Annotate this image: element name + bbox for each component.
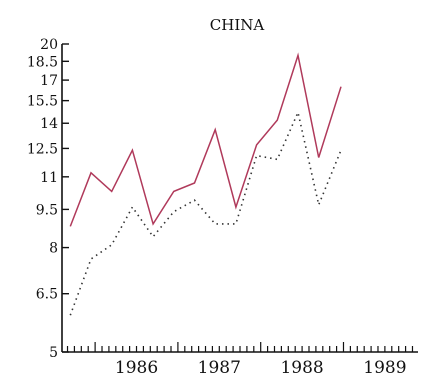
x-tick-label: 1989 — [363, 358, 406, 378]
y-tick-label: 15.5 — [27, 94, 58, 110]
y-tick-label: 17 — [40, 73, 58, 89]
x-tick-label: 1986 — [115, 358, 158, 378]
x-tick-label: 1987 — [198, 358, 241, 378]
y-tick-label: 6.5 — [36, 287, 58, 303]
x-tick-label: 1988 — [280, 358, 323, 378]
y-tick-label: 9.5 — [36, 202, 58, 218]
y-tick-label: 5 — [49, 345, 58, 361]
y-tick-label: 14 — [40, 116, 58, 132]
y-tick-label: 12.5 — [27, 141, 58, 157]
series-line-solid — [69, 52, 342, 227]
y-tick-label: 18.5 — [27, 54, 58, 70]
y-tick-label: 20 — [40, 37, 58, 53]
y-tick-label: 8 — [49, 241, 58, 257]
chart-title: CHINA — [210, 16, 265, 34]
axes: 5 6.5 8 9.5 11 12.5 14 15.5 17 18.520 1986 1987 1988… — [27, 37, 418, 378]
series-layer — [69, 52, 342, 316]
y-tick-label: 11 — [40, 170, 58, 186]
series-line-dotted — [69, 109, 342, 316]
